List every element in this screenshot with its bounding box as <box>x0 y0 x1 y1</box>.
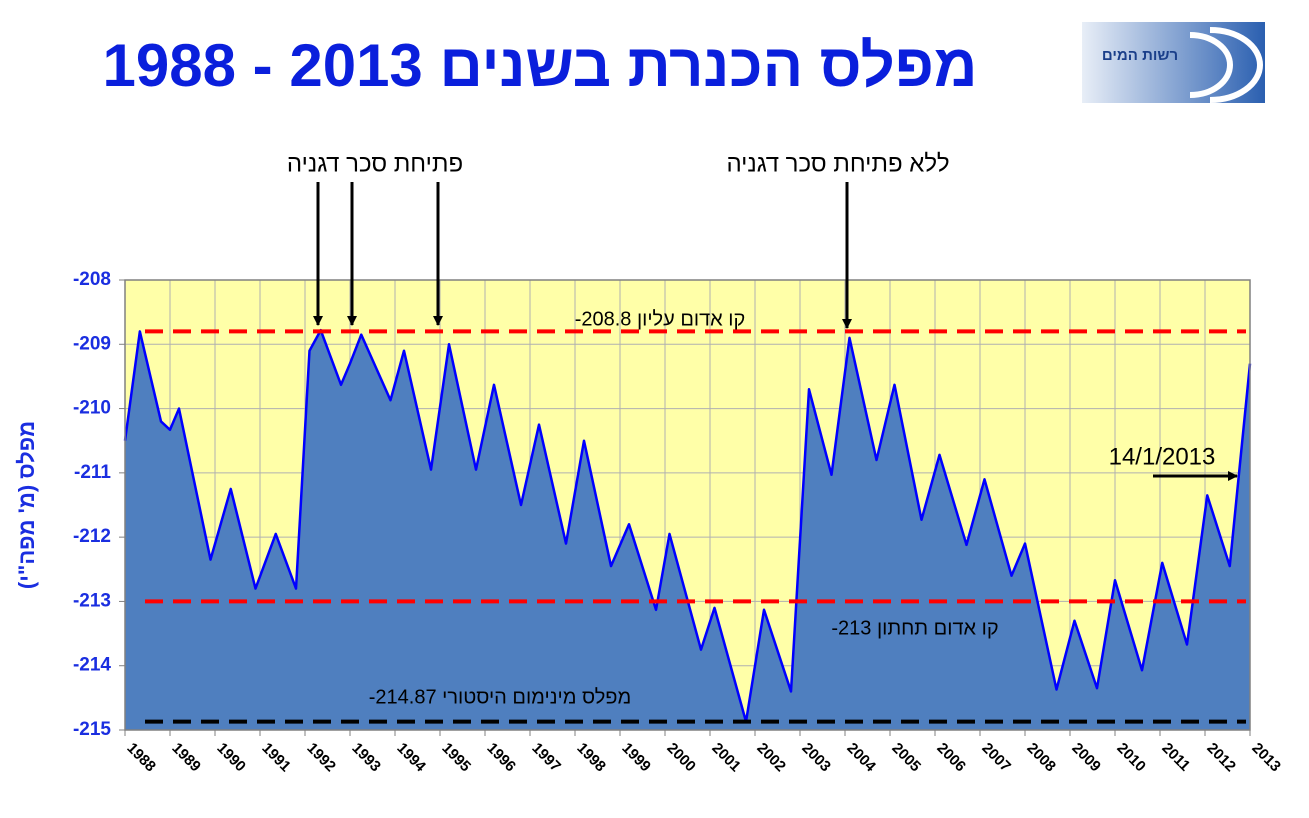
x-tick-label: 1999 <box>618 740 654 776</box>
y-tick-label: -208 <box>73 269 111 290</box>
x-tick-label: 2010 <box>1113 740 1149 776</box>
x-tick-label: 1995 <box>438 740 474 776</box>
y-tick-label: -211 <box>74 462 111 483</box>
x-tick-label: 2009 <box>1068 740 1104 776</box>
y-axis-label: מפלס (מ' מפה"י) <box>14 421 39 589</box>
x-tick-label: 1989 <box>168 740 204 776</box>
x-tick-label: 2000 <box>663 740 699 776</box>
x-tick-label: 1997 <box>528 740 564 776</box>
y-tick-label: -212 <box>73 526 111 547</box>
reference-label: -214.87 מפלס מינימום היסטורי <box>369 686 631 708</box>
x-tick-label: 2006 <box>933 740 969 776</box>
plot-frame <box>124 279 1251 731</box>
x-tick-label: 2004 <box>843 740 879 776</box>
y-tick-label: -213 <box>73 590 111 611</box>
x-tick-label: 2003 <box>798 740 834 776</box>
x-tick-label: 1996 <box>483 740 519 776</box>
x-tick-label: 1990 <box>213 740 249 776</box>
y-tick-label: -214 <box>73 655 111 676</box>
annotation: ללא פתיחת סכר דגניה <box>726 150 949 177</box>
chart-title: 1988 - 2013 מפלס הכנרת בשנים <box>103 32 978 99</box>
x-tick-label: 2012 <box>1203 740 1239 776</box>
x-tick-label: 1994 <box>393 740 429 776</box>
reference-label: -208.8 קו אדום עליון <box>575 308 746 330</box>
y-tick-label: -209 <box>73 333 111 354</box>
x-tick-label: 1991 <box>258 740 294 776</box>
reference-label: -213 קו אדום תחתון <box>831 617 998 639</box>
logo-arc <box>1209 27 1263 103</box>
x-tick-label: 2011 <box>1158 740 1193 775</box>
logo: רשות המים <box>1082 22 1265 103</box>
logo-arc <box>1189 32 1233 98</box>
logo-text: רשות המים <box>1102 47 1178 64</box>
x-tick-label: 2013 <box>1248 740 1284 776</box>
annotation: פתיחת סכר דגניה <box>287 150 463 177</box>
x-tick-label: 1988 <box>123 740 159 776</box>
x-tick-label: 2002 <box>753 740 789 776</box>
arrows <box>313 182 1238 481</box>
x-tick-label: 2008 <box>1023 740 1059 776</box>
y-tick-label: -210 <box>73 398 111 419</box>
x-tick-label: 1993 <box>348 740 384 776</box>
annotation: 14/1/2013 <box>1109 443 1216 470</box>
area <box>125 330 1250 730</box>
x-tick-label: 2007 <box>978 740 1014 776</box>
y-tick-label: -215 <box>73 719 111 740</box>
x-tick-label: 2005 <box>888 740 924 776</box>
x-tick-label: 2001 <box>708 740 744 776</box>
x-tick-label: 1998 <box>573 740 609 776</box>
x-tick-label: 1992 <box>303 740 339 776</box>
line <box>123 328 1252 723</box>
